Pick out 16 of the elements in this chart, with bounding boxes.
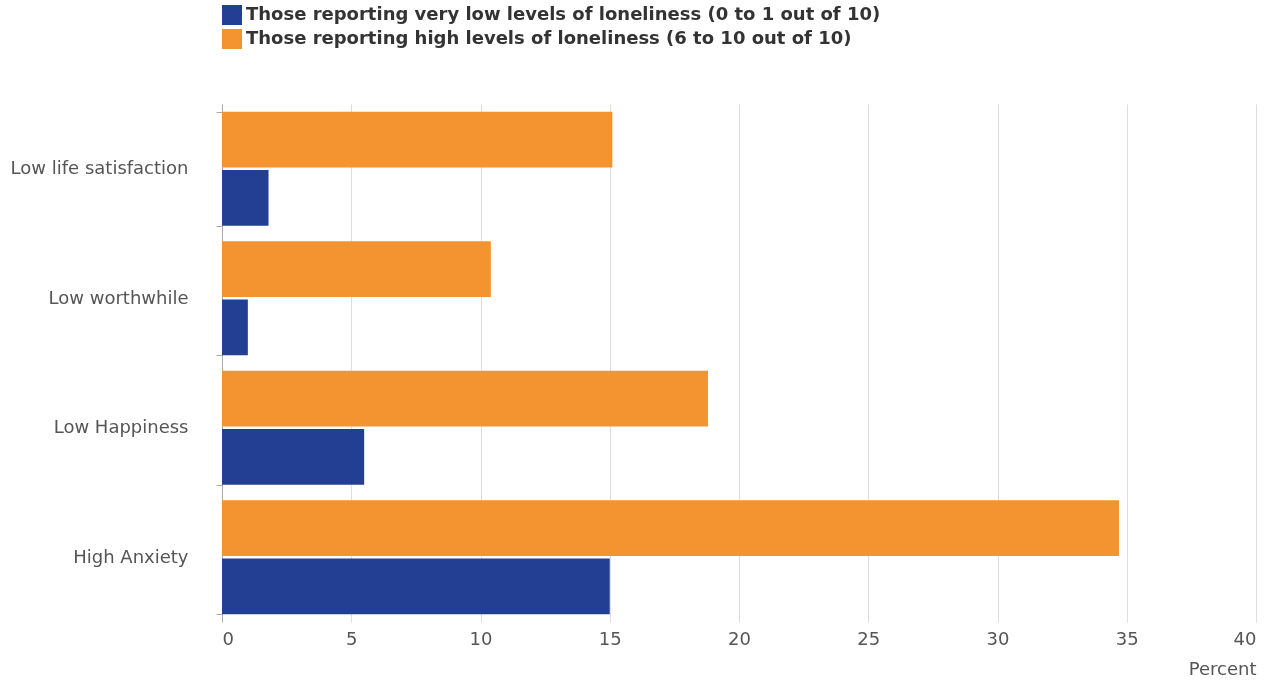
x-tick-label: 30	[986, 627, 1010, 649]
x-tick-label: 0	[222, 627, 234, 649]
x-tick-label: 40	[1233, 627, 1257, 649]
x-tick-label: 5	[346, 627, 358, 649]
x-axis-title: Percent	[1188, 657, 1257, 679]
legend-label: Those reporting very low levels of loneliness (0 to 1 out of 10)	[246, 3, 881, 24]
y-tick-label: Low Happiness	[53, 416, 189, 438]
x-tick-label: 15	[598, 627, 622, 649]
y-tick-label: Low life satisfaction	[10, 157, 189, 179]
legend-label: Those reporting high levels of loneliness (6 to 10 out of 10)	[246, 27, 852, 48]
y-tick-label: High Anxiety	[73, 545, 189, 567]
x-tick-label: 25	[857, 627, 881, 649]
x-tick-label: 35	[1115, 627, 1139, 649]
y-tick-label: Low worthwhile	[48, 286, 189, 308]
x-tick-label: 20	[728, 627, 751, 649]
x-tick-label: 10	[469, 627, 493, 649]
